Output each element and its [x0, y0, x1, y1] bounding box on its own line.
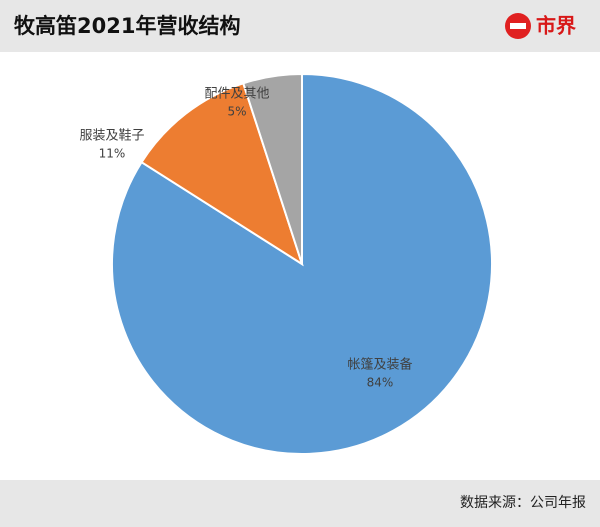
- slice-label: 配件及其他: [204, 87, 269, 102]
- slice-value-label: 84%: [367, 376, 394, 390]
- footer-band: [0, 480, 600, 527]
- slice-value-label: 5%: [227, 105, 246, 119]
- header-band: [0, 0, 600, 52]
- pie-slice: [242, 72, 303, 265]
- logo-icon-bar: [510, 23, 526, 29]
- pie: 帐篷及装备 84% 服装及鞋子 11% 配件及其他 5%: [79, 72, 493, 455]
- pie-slice: [140, 82, 304, 267]
- slice-label: 帐篷及装备: [347, 357, 412, 373]
- source-note: 数据来源：公司年报: [460, 495, 586, 511]
- logo: 市界: [505, 13, 576, 39]
- slice-value-label: 11%: [99, 147, 126, 161]
- chart-title: 牧高笛2021年营收结构: [14, 14, 240, 38]
- logo-text: 市界: [536, 14, 576, 38]
- slice-label: 服装及鞋子: [79, 128, 144, 144]
